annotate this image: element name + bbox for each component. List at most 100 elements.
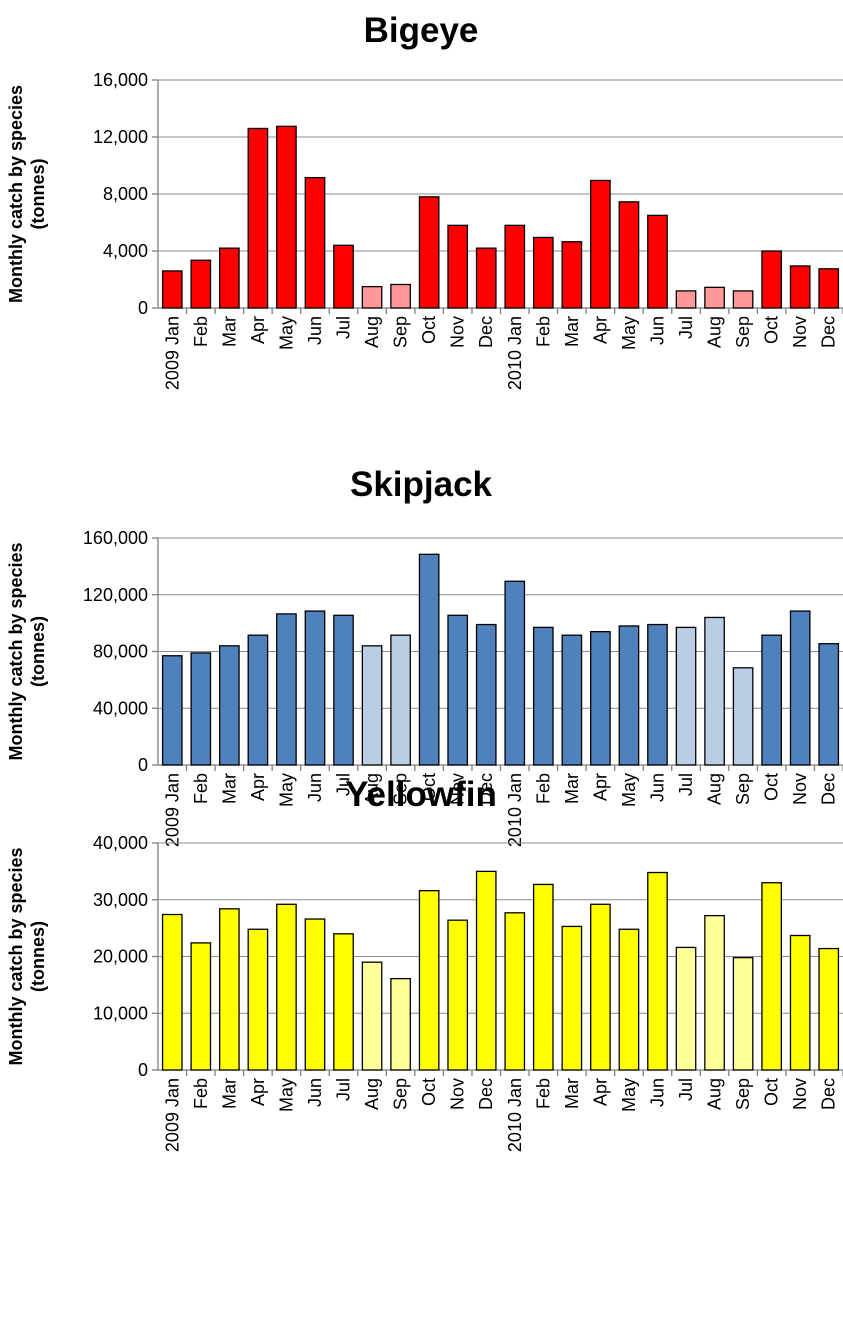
- bar: [333, 244, 354, 309]
- bar: [590, 903, 611, 1071]
- y-axis-label-line: (tonnes): [28, 159, 48, 230]
- chart-panel-bigeye: Bigeye 0 4,000 8,000 12,000 16,000 Monthly cat…: [6, 11, 843, 390]
- x-tick-label: Mar: [562, 1078, 582, 1109]
- bar: [704, 616, 725, 766]
- bar: [475, 623, 497, 766]
- x-tick-label: Feb: [191, 1078, 211, 1109]
- bar: [818, 268, 840, 309]
- x-tick-label: Mar: [562, 773, 582, 804]
- x-tick-label: Sep: [733, 773, 753, 805]
- y-axis-label-line: Monthly catch by species: [6, 542, 26, 760]
- bar: [704, 914, 725, 1071]
- y-tick-label: 16,000: [93, 70, 148, 90]
- x-tick-label: Sep: [733, 1078, 753, 1110]
- bar: [675, 626, 697, 766]
- x-tick-label: Feb: [533, 773, 553, 804]
- x-tick-label: Aug: [362, 316, 382, 348]
- bar: [732, 667, 754, 766]
- bar: [675, 290, 697, 309]
- bar: [390, 977, 411, 1071]
- x-tick-label: May: [276, 1078, 296, 1112]
- x-tick-label: May: [276, 316, 296, 350]
- bar: [361, 645, 383, 766]
- x-tick-label: Nov: [448, 316, 468, 348]
- y-tick-label: 0: [138, 298, 148, 318]
- bar: [361, 285, 383, 309]
- x-tick-label: 2010 Jan: [505, 1078, 525, 1152]
- y-tick-label: 40,000: [93, 698, 148, 718]
- x-tick-label: Jun: [305, 316, 325, 345]
- y-tick-label: 10,000: [93, 1003, 148, 1023]
- bar: [561, 241, 583, 309]
- bar: [276, 903, 297, 1071]
- bar: [618, 625, 640, 766]
- bar: [247, 928, 269, 1071]
- x-tick-label: 2009 Jan: [162, 773, 182, 847]
- bar: [561, 925, 583, 1071]
- bar: [418, 196, 440, 309]
- x-tick-label: Jun: [305, 773, 325, 802]
- x-tick-label: Sep: [391, 1078, 411, 1110]
- bar: [618, 928, 640, 1071]
- bar: [447, 614, 469, 766]
- bar: [761, 634, 782, 766]
- bar: [732, 290, 754, 309]
- y-tick-label: 80,000: [93, 642, 148, 662]
- x-tick-label: Sep: [733, 316, 753, 348]
- x-tick-label: Dec: [819, 773, 839, 805]
- bar: [361, 961, 383, 1071]
- x-tick-label: Mar: [562, 316, 582, 347]
- bar: [704, 286, 725, 309]
- x-tick-label: Feb: [191, 773, 211, 804]
- x-tick-label: Apr: [248, 1078, 268, 1106]
- x-tick-label: Apr: [590, 316, 610, 344]
- bar: [647, 871, 668, 1071]
- y-tick-label: 120,000: [83, 585, 148, 605]
- x-tick-label: Aug: [705, 1078, 725, 1110]
- bar: [732, 956, 754, 1071]
- y-tick-label: 4,000: [103, 241, 148, 261]
- bar: [818, 947, 840, 1071]
- x-tick-label: Jul: [334, 773, 354, 796]
- x-tick-label: Dec: [476, 773, 496, 805]
- x-tick-label: Jul: [676, 773, 696, 796]
- x-tick-label: May: [276, 773, 296, 807]
- bar: [161, 655, 183, 766]
- x-tick-label: Mar: [219, 773, 239, 804]
- bar: [161, 270, 183, 309]
- y-axis-label-line: Monthly catch by species: [6, 847, 26, 1065]
- bar: [475, 247, 497, 309]
- x-tick-label: May: [619, 1078, 639, 1112]
- chart-title: Yellowfin: [345, 775, 497, 814]
- x-tick-label: Jun: [647, 1078, 667, 1107]
- bar: [218, 247, 240, 309]
- bar: [761, 250, 782, 309]
- chart-title: Bigeye: [364, 11, 479, 50]
- bar: [190, 652, 212, 766]
- bar: [647, 214, 668, 309]
- bar: [161, 913, 183, 1071]
- x-tick-label: Sep: [391, 316, 411, 348]
- x-tick-label: 2010 Jan: [505, 773, 525, 847]
- bar: [789, 934, 811, 1071]
- y-tick-label: 160,000: [83, 528, 148, 548]
- bar: [276, 125, 297, 309]
- bar: [675, 946, 697, 1071]
- bar: [789, 610, 811, 766]
- x-tick-label: Feb: [191, 316, 211, 347]
- bar: [304, 176, 326, 309]
- x-tick-label: Apr: [248, 316, 268, 344]
- bar: [190, 259, 212, 309]
- y-axis-label-line: (tonnes): [28, 921, 48, 992]
- x-tick-label: Feb: [533, 316, 553, 347]
- bar: [647, 623, 668, 766]
- bar: [247, 127, 269, 309]
- y-tick-label: 12,000: [93, 127, 148, 147]
- bar: [532, 883, 554, 1071]
- bar: [390, 634, 411, 766]
- bar: [218, 645, 240, 766]
- y-tick-label: 0: [138, 755, 148, 775]
- bar: [590, 630, 611, 766]
- x-tick-label: Jun: [647, 773, 667, 802]
- bar: [789, 265, 811, 309]
